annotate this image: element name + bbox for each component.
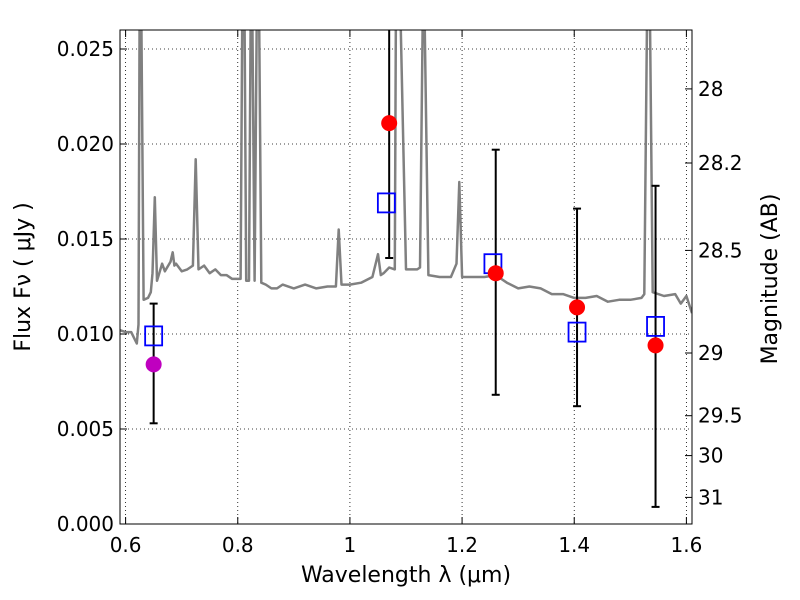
y-tick-label: 0.000 [57,512,114,536]
observed-photometry-point [145,356,162,373]
y-axis-right-label: Magnitude (AB) [758,194,783,365]
observed-photometry-point [647,337,664,354]
observed-photometry-point [569,299,586,316]
y-tick-label: 0.005 [57,417,114,441]
axis-ticks [120,30,692,525]
plot-background [120,30,692,524]
model-spectrum-line [120,30,692,345]
x-tick-label: 0.8 [222,533,254,557]
plot-frame [119,29,693,525]
plot-area [120,30,692,508]
x-tick-label: 0.6 [110,533,142,557]
model-photometry-square [376,192,396,214]
model-photometry-square [567,321,587,343]
right-tick-label: 30 [698,444,723,468]
x-tick-label: 1.4 [558,533,590,557]
right-tick-label: 29 [698,341,723,365]
right-tick-label: 28.5 [698,238,743,262]
model-photometry-square [646,315,665,337]
right-tick-label: 28.2 [698,151,743,175]
y-tick-label: 0.015 [57,227,114,251]
x-tick-label: 1.2 [446,533,478,557]
observed-photometry-point [487,265,504,282]
right-tick-label: 29.5 [698,404,743,428]
right-tick-label: 28 [698,77,723,101]
right-tick-label: 31 [698,485,723,509]
y-tick-label: 0.010 [57,322,114,346]
observed-photometry-point [381,115,398,132]
y-tick-label: 0.020 [57,132,114,156]
y-tick-label: 0.025 [57,37,114,61]
model-photometry-square [144,325,164,347]
x-axis-label: Wavelength λ (μm) [301,563,511,588]
x-tick-label: 1 [344,533,357,557]
tick-labels: 0.6 0.8 1 1.2 1.4 1.6 0.000 0.005 0.010 0.015 0.02… [57,37,743,557]
x-tick-label: 1.6 [670,533,702,557]
y-axis-label: Flux Fν ( μJy ) [11,202,36,351]
